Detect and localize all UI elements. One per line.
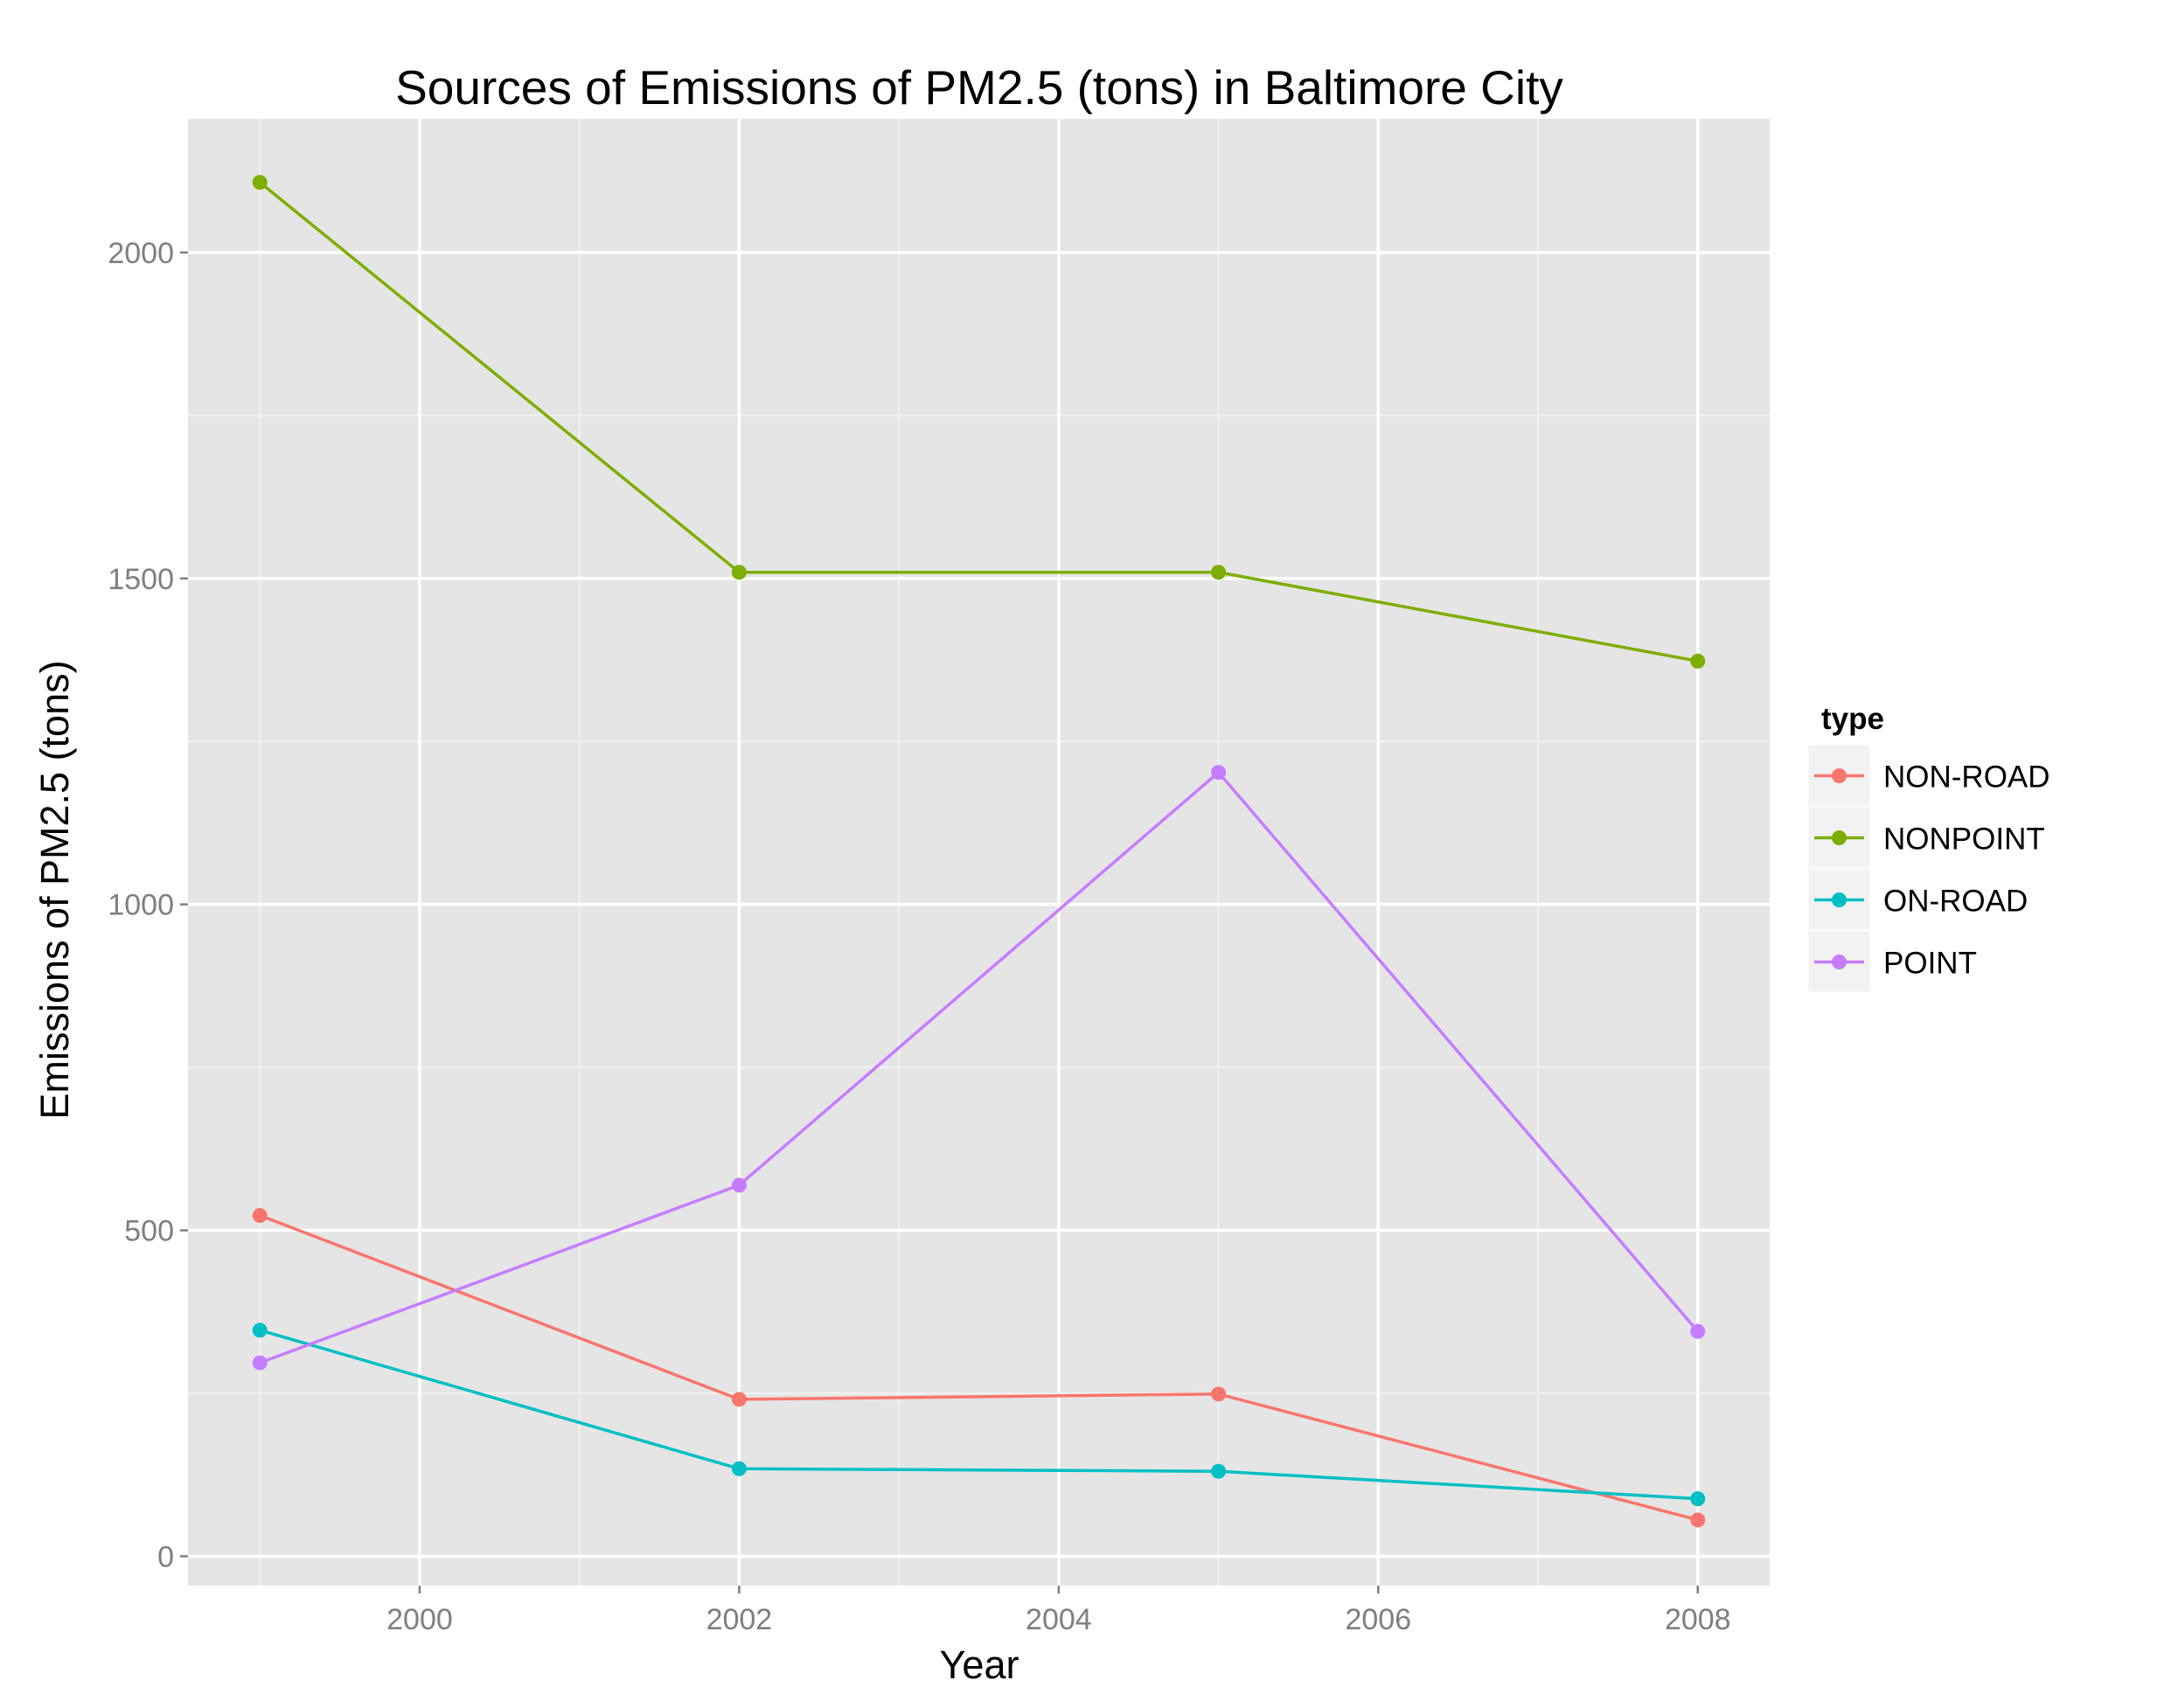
x-tick-label: 2006 xyxy=(1345,1603,1411,1636)
legend-key-point xyxy=(1832,830,1847,845)
y-tick-label: 1000 xyxy=(108,889,174,922)
x-tick-label: 2000 xyxy=(386,1603,453,1636)
legend-label: ON-ROAD xyxy=(1883,885,2028,919)
series-line xyxy=(259,1329,1698,1501)
legend-key-point xyxy=(1832,955,1847,969)
series-line xyxy=(259,770,1700,1364)
legend-title: type xyxy=(1821,702,1884,736)
x-axis-title: Year xyxy=(940,1642,1019,1687)
y-tick-label: 2000 xyxy=(108,237,174,270)
y-axis-title: Emissions of PM2.5 (tons) xyxy=(32,660,77,1119)
legend-label: NONPOINT xyxy=(1883,823,2045,857)
data-point xyxy=(1690,1491,1706,1507)
x-tick-label: 2008 xyxy=(1665,1603,1731,1636)
chart-title: Sources of Emissions of PM2.5 (tons) in … xyxy=(395,60,1563,115)
data-point xyxy=(731,1177,747,1193)
legend-label: POINT xyxy=(1883,947,1977,981)
data-point xyxy=(1211,765,1227,781)
grid-major xyxy=(188,119,1770,1586)
legend: type NON-ROAD NONPOINT ON-ROAD POINT xyxy=(1807,702,2050,993)
legend-key-point xyxy=(1832,768,1847,783)
data-point xyxy=(252,1323,268,1338)
data-point xyxy=(252,1207,268,1223)
data-point xyxy=(731,565,747,580)
plot-panel xyxy=(188,119,1770,1586)
data-point xyxy=(252,1355,268,1371)
data-point xyxy=(731,1461,747,1476)
y-tick-label: 0 xyxy=(157,1540,174,1573)
data-point xyxy=(1211,1463,1227,1479)
data-point xyxy=(1690,653,1706,669)
legend-key-point xyxy=(1832,892,1847,907)
legend-items: NON-ROAD NONPOINT ON-ROAD POINT xyxy=(1807,744,2050,993)
x-tick-label: 2002 xyxy=(706,1603,773,1636)
x-axis-ticks: 2000 2002 2004 2006 2008 xyxy=(386,1586,1731,1636)
grid-minor xyxy=(188,119,1770,1586)
data-point xyxy=(1690,1323,1706,1339)
data-point xyxy=(1211,565,1227,580)
y-tick-label: 500 xyxy=(124,1215,174,1248)
y-tick-label: 1500 xyxy=(108,563,174,596)
data-point xyxy=(731,1392,747,1407)
data-point xyxy=(252,175,268,191)
series-line xyxy=(259,1213,1699,1522)
series-line xyxy=(259,181,1699,663)
series-layer xyxy=(252,175,1706,1528)
legend-label: NON-ROAD xyxy=(1883,760,2050,795)
data-point xyxy=(1211,1386,1227,1402)
x-tick-label: 2004 xyxy=(1026,1603,1092,1636)
y-axis-ticks: 0 500 1000 1500 2000 xyxy=(108,237,188,1573)
data-point xyxy=(1690,1512,1706,1528)
